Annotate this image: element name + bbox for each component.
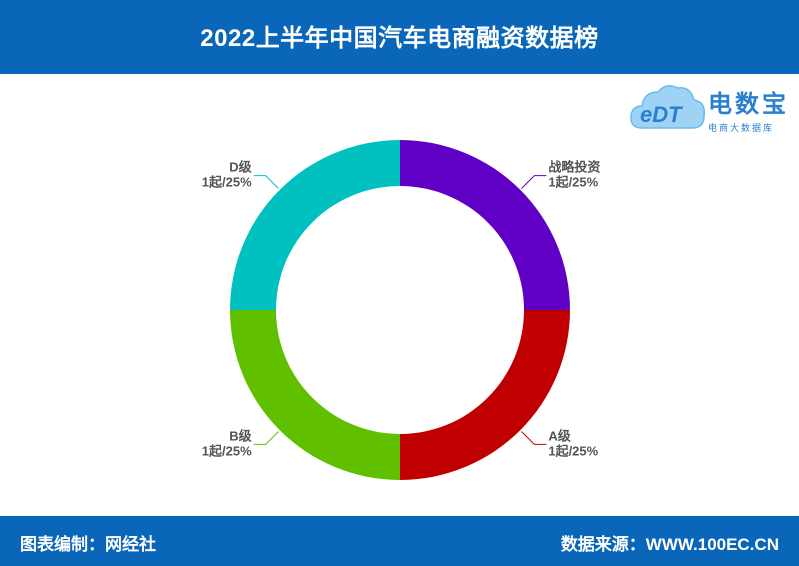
slice-A级 [400,310,570,480]
leader-line-A级 [521,431,547,445]
logo-name: 电数宝 [708,91,789,118]
leader-line-B级 [253,431,279,445]
slice-label-name: B级 [229,428,252,443]
leader-line-D级 [253,175,279,189]
header-divider [0,70,799,74]
logo: eDT 电数宝 电商大数据库 [628,76,798,138]
leader-line-战略投资 [521,175,547,189]
slice-B级 [230,310,400,480]
footer-compiler: 图表编制：网经社 [20,535,156,554]
slice-label-name: A级 [548,428,571,443]
cloud-logo-icon: eDT [630,85,706,129]
logo-mark: eDT [640,102,683,127]
footer-source: 数据来源：WWW.100EC.CN [560,535,779,554]
slice-label-name: D级 [229,160,252,175]
slice-label-value: 1起/25% [202,443,252,458]
logo-subtitle: 电商大数据库 [708,123,775,133]
footer: 图表编制：网经社 数据来源：WWW.100EC.CN [0,516,799,566]
slice-label-value: 1起/25% [548,175,598,190]
slice-D级 [230,140,400,310]
slice-label-value: 1起/25% [202,175,252,190]
slice-label-name: 战略投资 [548,160,600,175]
chart-title: 2022上半年中国汽车电商融资数据榜 [0,0,799,70]
slice-label-value: 1起/25% [548,443,598,458]
slice-战略投资 [400,140,570,310]
